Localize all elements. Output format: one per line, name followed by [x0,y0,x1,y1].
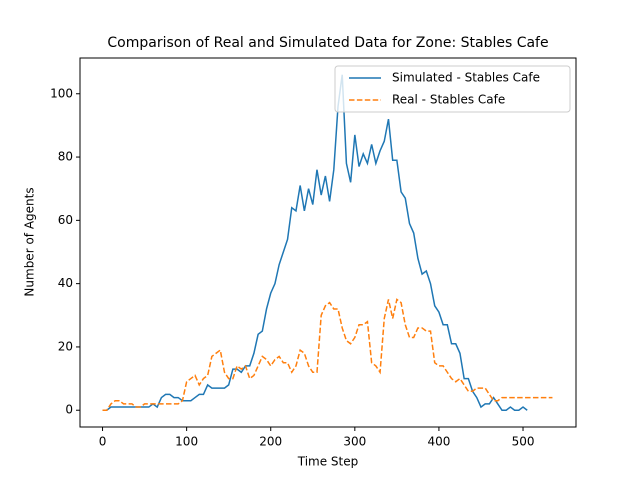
y-axis-label: Number of Agents [23,187,37,296]
x-tick-label: 300 [343,435,366,449]
legend-box [334,65,571,113]
y-tick-label: 100 [50,86,73,100]
x-axis-label: Time Step [297,455,359,469]
legend-label: Simulated - Stables Cafe [392,71,540,85]
y-tick-label: 60 [58,213,73,227]
y-tick-label: 80 [58,150,73,164]
x-tick-label: 400 [427,435,450,449]
legend-label: Real - Stables Cafe [392,93,505,107]
chart-title: Comparison of Real and Simulated Data fo… [107,35,548,51]
x-tick-label: 200 [259,435,282,449]
x-tick-label: 100 [175,435,198,449]
y-tick-label: 20 [58,339,73,353]
y-tick-label: 0 [65,403,73,417]
data-line [102,74,528,411]
plot-frame [79,57,577,428]
x-tick-label: 0 [99,435,107,449]
data-line [102,298,553,411]
y-tick-label: 40 [58,276,73,290]
x-tick-label: 500 [512,435,535,449]
